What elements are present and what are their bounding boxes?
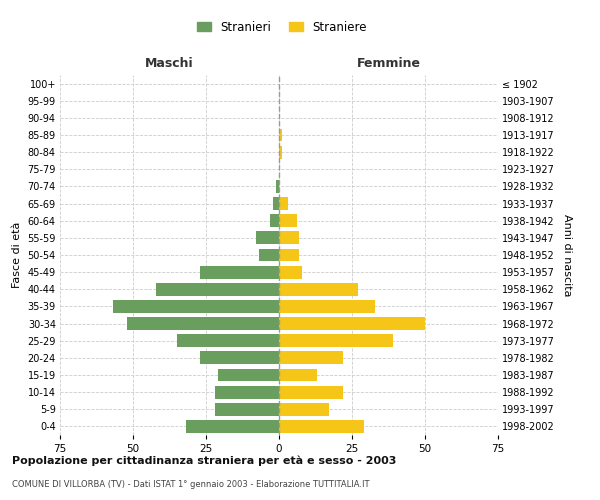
Bar <box>279 248 299 262</box>
Bar <box>276 180 279 193</box>
Bar <box>273 197 279 210</box>
Bar <box>215 386 279 398</box>
Bar <box>218 368 279 382</box>
Bar <box>279 368 317 382</box>
Bar <box>177 334 279 347</box>
Bar <box>279 266 302 278</box>
Bar <box>200 266 279 278</box>
Bar <box>279 232 299 244</box>
Bar <box>113 300 279 313</box>
Bar <box>279 403 329 415</box>
Bar <box>200 352 279 364</box>
Bar <box>279 214 296 227</box>
Bar <box>279 334 393 347</box>
Bar <box>279 300 376 313</box>
Bar <box>279 420 364 433</box>
Legend: Stranieri, Straniere: Stranieri, Straniere <box>192 16 372 38</box>
Y-axis label: Anni di nascita: Anni di nascita <box>562 214 572 296</box>
Bar <box>270 214 279 227</box>
Text: Popolazione per cittadinanza straniera per età e sesso - 2003: Popolazione per cittadinanza straniera p… <box>12 455 397 466</box>
Bar <box>279 283 358 296</box>
Bar <box>215 403 279 415</box>
Bar <box>185 420 279 433</box>
Bar <box>279 386 343 398</box>
Bar <box>279 352 343 364</box>
Bar <box>256 232 279 244</box>
Text: Femmine: Femmine <box>356 57 421 70</box>
Text: COMUNE DI VILLORBA (TV) - Dati ISTAT 1° gennaio 2003 - Elaborazione TUTTITALIA.I: COMUNE DI VILLORBA (TV) - Dati ISTAT 1° … <box>12 480 370 489</box>
Y-axis label: Fasce di età: Fasce di età <box>12 222 22 288</box>
Bar <box>259 248 279 262</box>
Text: Maschi: Maschi <box>145 57 194 70</box>
Bar <box>279 197 288 210</box>
Bar <box>157 283 279 296</box>
Bar <box>127 317 279 330</box>
Bar <box>279 317 425 330</box>
Bar <box>279 128 282 141</box>
Bar <box>279 146 282 158</box>
